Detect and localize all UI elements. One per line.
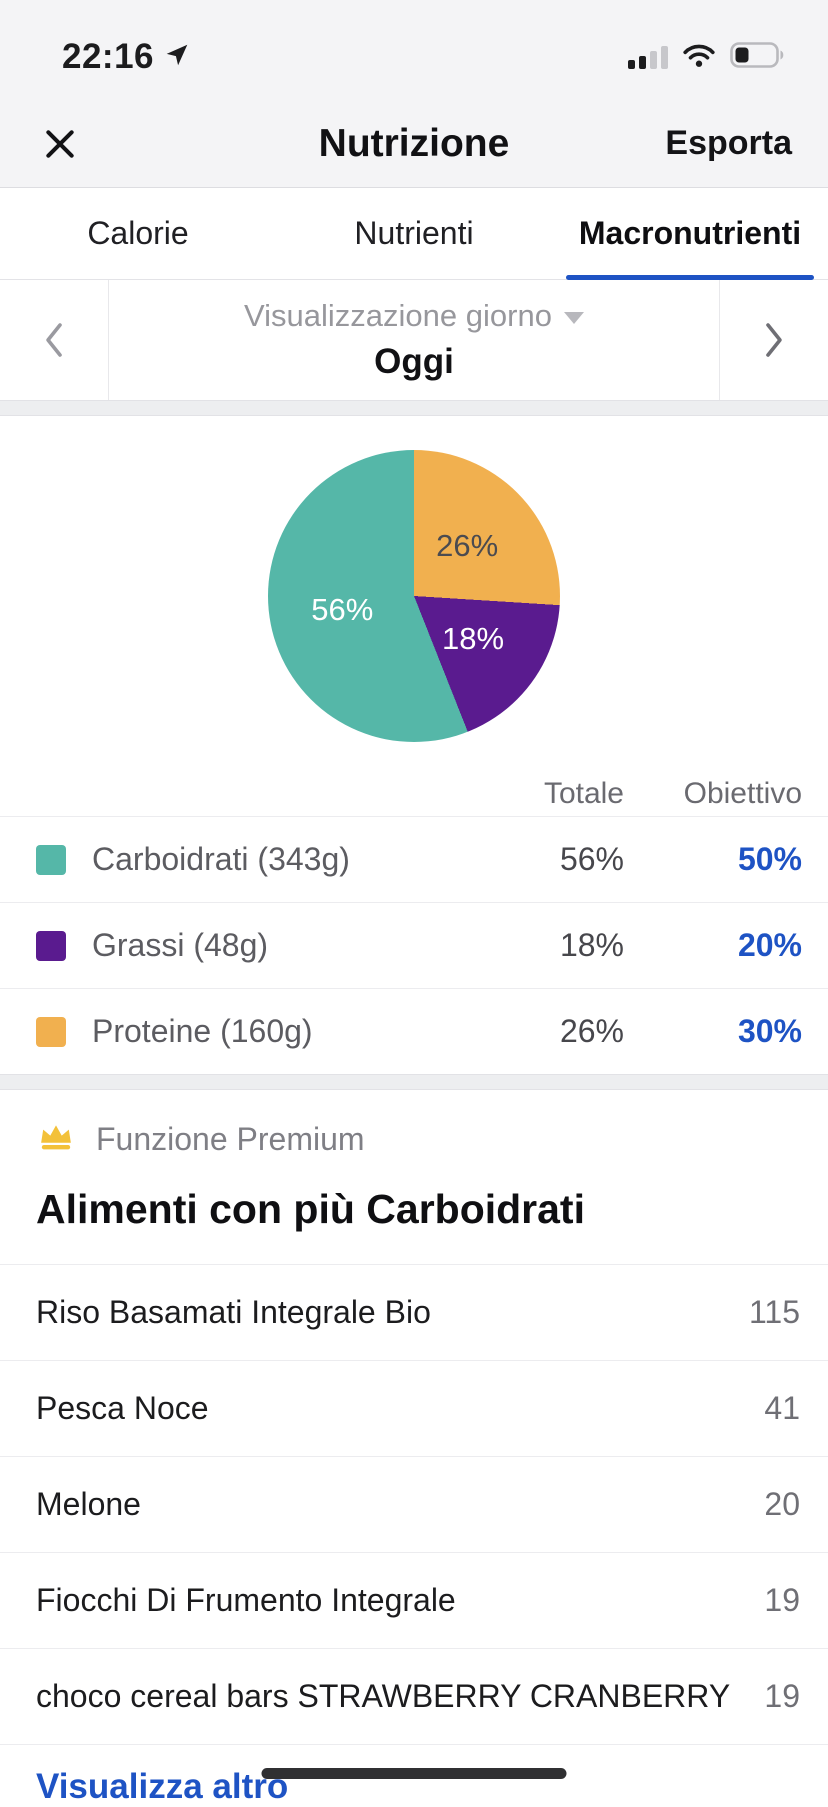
food-value: 115 [748,1294,800,1330]
legend-header: Totale Obiettivo [0,772,828,816]
food-name: Melone [36,1486,141,1522]
legend-total: 26% [559,1013,624,1049]
food-section-title: Alimenti con più Carboidrati [36,1186,585,1232]
previous-day-button[interactable] [0,280,108,400]
food-row: Riso Basamati Integrale Bio 115 [0,1265,828,1361]
food-value: 41 [764,1390,800,1426]
section-divider [0,400,828,416]
cellular-signal-icon [628,45,668,69]
section-divider [0,1074,828,1090]
food-name: Fiocchi Di Frumento Integrale [36,1582,456,1618]
food-name: Riso Basamati Integrale Bio [36,1294,431,1330]
premium-banner: Funzione Premium [0,1116,828,1162]
nav-header: Nutrizione Esporta [0,100,828,188]
carbs-swatch [36,844,66,875]
column-total: Totale [543,777,624,810]
premium-label: Funzione Premium [96,1120,365,1157]
chevron-right-icon [766,323,782,357]
export-button[interactable]: Esporta [665,124,792,162]
date-mode-selector[interactable]: Visualizzazione giorno Oggi [108,280,720,400]
pie-slice-label: 56% [311,591,374,627]
food-value: 19 [764,1678,800,1714]
date-navigation: Visualizzazione giorno Oggi [0,280,828,400]
crown-icon [36,1121,76,1158]
legend-label: Proteine (160g) [92,1013,313,1049]
tab-calorie[interactable]: Calorie [87,215,189,251]
legend-total: 18% [559,927,624,963]
legend-total: 56% [559,841,624,877]
home-indicator[interactable] [261,1768,567,1779]
fat-swatch [36,930,66,961]
food-row: Melone 20 [0,1457,828,1553]
pie-slice-label: 18% [442,620,505,656]
legend-row-fat: Grassi (48g) 18% 20% [0,902,828,988]
food-row: choco cereal bars STRAWBERRY CRANBERRY 1… [0,1649,828,1745]
legend-goal: 30% [737,1013,802,1049]
wifi-icon [682,42,716,73]
protein-swatch [36,1016,66,1047]
food-name: Pesca Noce [36,1390,209,1426]
food-value: 20 [764,1486,800,1522]
legend-label: Carboidrati (343g) [92,841,350,877]
status-time: 22:16 [62,37,155,76]
pie-slice-label: 26% [436,528,499,564]
legend-row-carbs: Carboidrati (343g) 56% 50% [0,816,828,902]
current-date-label: Oggi [374,342,454,381]
food-row: Pesca Noce 41 [0,1361,828,1457]
close-button[interactable] [36,120,84,168]
column-goal: Obiettivo [683,777,802,810]
close-icon [46,129,74,158]
legend-goal: 20% [737,927,802,963]
tab-macronutrienti[interactable]: Macronutrienti [552,188,828,280]
pie-chart-section: 26% 18% 56% [0,416,828,742]
food-list: Riso Basamati Integrale Bio 115 Pesca No… [0,1264,828,1745]
chevron-left-icon [46,323,62,357]
chevron-down-icon [563,312,584,324]
legend-label: Grassi (48g) [92,927,269,963]
legend-goal: 50% [737,841,802,877]
food-row: Fiocchi Di Frumento Integrale 19 [0,1553,828,1649]
location-arrow-icon [164,42,190,73]
nutrition-tabs: Calorie Nutrienti Macronutrienti [0,188,828,280]
view-mode-label: Visualizzazione giorno [244,298,552,333]
legend-row-protein: Proteine (160g) 26% 30% [0,988,828,1074]
food-value: 19 [764,1582,800,1618]
battery-icon [730,41,786,73]
macronutrient-pie: 26% 18% 56% [268,450,560,742]
status-bar: 22:16 [0,0,828,100]
next-day-button[interactable] [720,280,828,400]
tab-nutrienti[interactable]: Nutrienti [354,215,474,251]
food-name: choco cereal bars STRAWBERRY CRANBERRY [36,1678,731,1714]
